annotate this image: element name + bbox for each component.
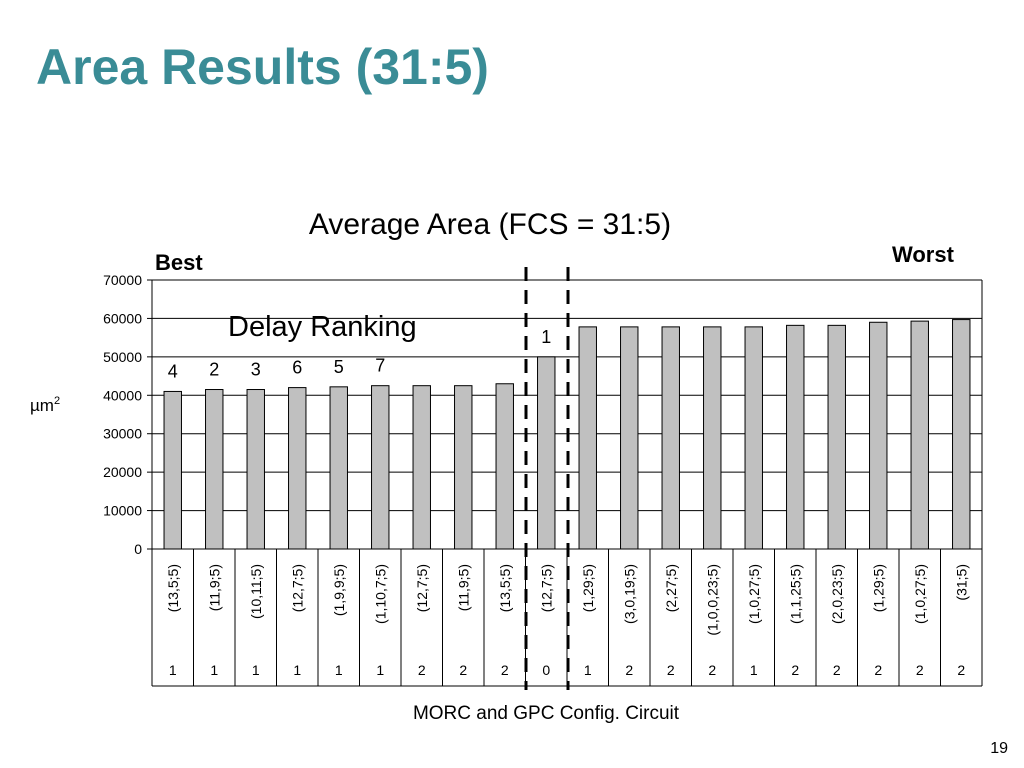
y-axis-label: µm2: [30, 395, 60, 415]
bar: [246, 389, 265, 550]
page-number: 19: [990, 740, 1008, 757]
x-category-label: (1,29;5): [870, 564, 886, 612]
bar: [952, 319, 971, 550]
bar: [537, 356, 556, 550]
category-code: 1: [210, 662, 218, 678]
category-code: 2: [874, 662, 882, 678]
category-code: 2: [916, 662, 924, 678]
x-category-label: (11,9;5): [455, 564, 471, 611]
x-category-label: (1,0,27;5): [746, 564, 762, 624]
bar: [329, 386, 348, 550]
x-category-label: (1,0,27;5): [912, 564, 928, 624]
y-axis-label-superscript: 2: [54, 395, 60, 407]
x-category-label: (1,29;5): [580, 564, 596, 612]
y-tick-label: 50000: [103, 349, 142, 365]
x-category-label: (13,5;5): [165, 564, 181, 612]
bar: [703, 326, 722, 550]
x-category-label: (1,1,25;5): [787, 564, 803, 624]
delay-rank-label: 3: [251, 360, 261, 380]
bars: [163, 319, 971, 550]
category-code: 2: [501, 662, 509, 678]
bar: [744, 326, 763, 550]
category-code: 1: [584, 662, 592, 678]
x-category-label: (31;5): [953, 564, 969, 601]
x-category-label: (2,0,23;5): [829, 564, 845, 624]
y-tick-label: 10000: [103, 503, 142, 519]
x-category-label: (1,9,9;5): [331, 564, 347, 616]
x-category-label: (13,5;5): [497, 564, 513, 612]
bar: [910, 320, 929, 550]
bar: [412, 385, 431, 550]
category-table: (13,5;5) 1 (11,9;5) 1 (10,11;5) 1 (12,7;5) 1 (1,…: [151, 549, 983, 686]
delay-rank-label: 5: [334, 357, 344, 377]
worst-label: Worst: [892, 242, 955, 267]
category-code: 0: [542, 662, 550, 678]
slide-title: Area Results (31:5): [36, 39, 489, 95]
delay-rank-labels: 4 2 3 6 5 7 1: [168, 327, 552, 382]
y-tick-label: 30000: [103, 426, 142, 442]
bar: [371, 385, 390, 550]
delay-rank-label: 2: [209, 360, 219, 380]
category-code: 2: [667, 662, 675, 678]
category-code: 1: [335, 662, 343, 678]
category-code: 2: [957, 662, 965, 678]
best-label: Best: [155, 250, 203, 275]
bar: [205, 389, 224, 550]
category-code: 1: [169, 662, 177, 678]
bar: [620, 326, 639, 550]
y-tick-label: 60000: [103, 310, 142, 326]
bar: [454, 385, 473, 550]
x-category-label: (12,7;5): [414, 564, 430, 612]
bar: [661, 326, 680, 550]
x-category-label: (11,9;5): [206, 564, 222, 611]
chart-title: Average Area (FCS = 31:5): [309, 208, 671, 241]
bar: [827, 324, 846, 550]
y-tick-label: 20000: [103, 464, 142, 480]
delay-rank-label: 1: [541, 327, 551, 347]
x-category-label: (10,11;5): [248, 564, 264, 619]
category-code: 1: [376, 662, 384, 678]
x-category-label: (3,0,19;5): [621, 564, 637, 624]
delay-ranking-label: Delay Ranking: [228, 311, 417, 343]
bar: [163, 390, 182, 550]
category-code: 2: [459, 662, 467, 678]
category-code: 1: [750, 662, 758, 678]
x-axis-label: MORC and GPC Config. Circuit: [413, 703, 680, 724]
y-tick-label: 0: [134, 541, 142, 557]
category-code: 2: [708, 662, 716, 678]
x-category-label: (2,27;5): [663, 564, 679, 612]
bar: [578, 326, 597, 550]
x-category-label: (1,10,7;5): [372, 564, 388, 624]
category-code: 2: [625, 662, 633, 678]
bar: [786, 324, 805, 550]
category-code: 2: [833, 662, 841, 678]
bar: [288, 387, 307, 550]
x-category-label: (1,0,0,23;5): [704, 564, 720, 636]
category-code: 2: [418, 662, 426, 678]
delay-rank-label: 6: [292, 358, 302, 378]
x-category-label: (12,7;5): [289, 564, 305, 612]
category-code: 1: [293, 662, 301, 678]
x-category-label: (12,7;5): [538, 564, 554, 612]
category-code: 1: [252, 662, 260, 678]
delay-rank-label: 7: [375, 356, 385, 376]
y-tick-label: 70000: [103, 272, 142, 288]
delay-rank-label: 4: [168, 361, 178, 381]
bar: [495, 383, 514, 550]
y-tick-label: 40000: [103, 387, 142, 403]
category-code: 2: [791, 662, 799, 678]
y-axis-label-unit: µm: [30, 396, 54, 415]
bar: [869, 321, 888, 550]
